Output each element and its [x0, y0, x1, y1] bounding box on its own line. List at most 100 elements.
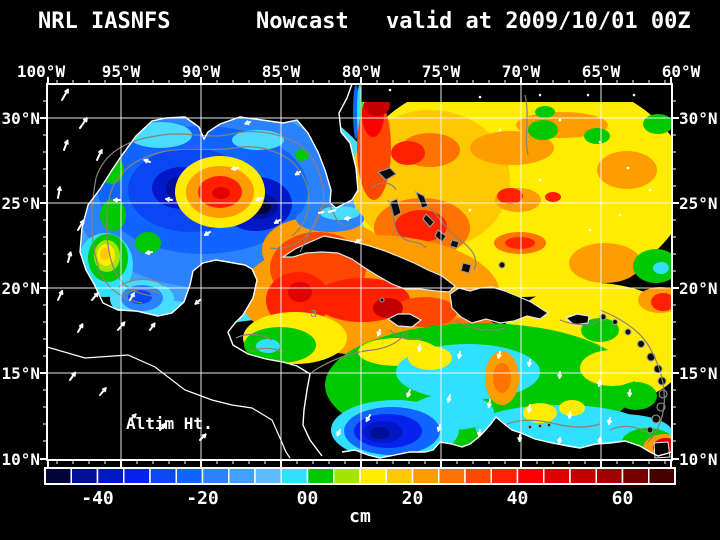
current-vector-head: [56, 186, 61, 191]
current-vector-dot: [586, 93, 590, 97]
title-run-type: Nowcast: [256, 9, 349, 34]
bathymetry-contours-layer: [91, 94, 665, 443]
island-turks: [498, 261, 506, 269]
island-jamaica: [386, 313, 423, 328]
current-vector-head: [608, 420, 612, 425]
ssh-blob: [569, 243, 641, 283]
current-vector-head: [58, 290, 64, 294]
colorbar-cell: [595, 467, 624, 485]
current-vector-head: [497, 354, 502, 359]
ssh-blob: [615, 382, 657, 410]
coast-gulf-and-florida: [79, 84, 359, 457]
colorbar-cell: [569, 467, 597, 485]
ssh-blob: [288, 282, 312, 302]
land-south-america: [330, 417, 672, 460]
lat-label-left: 10°N: [1, 450, 40, 469]
current-vector-dot: [598, 140, 602, 144]
current-vector-head: [344, 218, 350, 221]
ssh-blob: [653, 262, 669, 274]
lat-label-right: 10°N: [679, 450, 718, 469]
colorbar-tick-label: 00: [297, 488, 319, 509]
lat-label-left: 15°N: [1, 364, 40, 383]
ssh-blob: [295, 149, 309, 161]
lat-label-left: 20°N: [1, 279, 40, 298]
current-vector: [77, 219, 85, 231]
current-vector-head: [377, 332, 382, 337]
ssh-blob: [320, 206, 360, 220]
current-vector-head: [518, 437, 523, 442]
colorbar-cell: [149, 467, 177, 485]
map-border: [46, 83, 673, 461]
lat-label-right: 15°N: [679, 364, 718, 383]
current-vector-head: [145, 252, 151, 256]
current-vector-head: [161, 423, 166, 426]
colorbar-cell: [648, 467, 676, 485]
contour-hispaniola-south: [454, 319, 601, 331]
current-vector-head: [120, 321, 126, 325]
island-aruba: [527, 424, 533, 430]
contour-atlantic: [524, 94, 529, 156]
ssh-blob: [100, 199, 126, 231]
current-vector-head: [527, 408, 532, 413]
title-model: NRL IASNFS: [38, 9, 170, 34]
current-vector-head: [150, 322, 156, 326]
ssh-blob: [232, 130, 284, 150]
colorbar-frame: [44, 467, 676, 485]
axis-labels-layer: 100°W 95°W 90°W 85°W 80°W 75°W 70°W 65°W 60°W 30°…: [1, 62, 717, 469]
colorbar-cell: [201, 467, 230, 485]
ssh-blob: [535, 106, 555, 118]
colorbar-cell: [333, 467, 361, 485]
colorbar-cell: [306, 467, 335, 485]
lat-label-right: 30°N: [679, 109, 718, 128]
colorbar-cell: [621, 467, 650, 485]
colorbar-cell: [490, 467, 519, 485]
contour-label-a: a: [310, 306, 317, 320]
island-crooked: [449, 239, 460, 249]
title-valid-time: valid at 2009/10/01 00Z: [386, 9, 691, 34]
current-vector-head: [244, 122, 250, 126]
lon-label: 85°W: [262, 62, 301, 81]
current-vector: [117, 321, 126, 331]
ssh-blob: [135, 232, 161, 254]
current-vector-dot: [632, 93, 636, 97]
contour-nicaragua-rise: [311, 329, 423, 373]
lon-label: 60°W: [662, 62, 701, 81]
current-vector: [61, 88, 69, 101]
antilles-10: [651, 414, 661, 424]
ssh-blob: [497, 188, 523, 204]
antilles-3: [624, 328, 632, 336]
current-vector: [67, 251, 72, 263]
ssh-blob: [523, 403, 557, 423]
ssh-blob: [212, 187, 230, 199]
colorbar-cell: [385, 467, 414, 485]
ssh-blob: [643, 114, 672, 134]
current-vector: [57, 186, 61, 199]
current-vector-head: [113, 199, 118, 203]
colorbar-cell: [123, 467, 151, 485]
colorbar-cell: [464, 467, 492, 485]
current-vector-head: [558, 374, 563, 379]
current-vector: [96, 149, 103, 161]
ssh-blob: [545, 192, 561, 202]
current-vector-dot: [538, 178, 542, 182]
current-vector: [79, 117, 88, 129]
current-vector-dot: [648, 188, 652, 192]
lon-label: 80°W: [342, 62, 381, 81]
ssh-blob: [370, 427, 390, 439]
land-north-america-mexico: [47, 84, 358, 460]
current-vector-dot: [538, 93, 542, 97]
grid-layer: [47, 84, 672, 460]
lon-label: 90°W: [182, 62, 221, 81]
colorbar-cell: [280, 467, 309, 485]
current-vector-head: [598, 382, 602, 387]
current-vector-head: [194, 302, 200, 305]
contour-yucatan-loop: [299, 203, 351, 253]
ssh-blob: [391, 141, 425, 165]
current-vector-head: [78, 323, 84, 327]
colorbar-unit: cm: [349, 506, 371, 527]
island-grand-bahama: [376, 167, 397, 181]
current-vector-head: [101, 387, 107, 391]
current-vector-head: [558, 439, 563, 444]
current-vector-head: [165, 198, 170, 202]
current-vector-head: [130, 292, 135, 296]
